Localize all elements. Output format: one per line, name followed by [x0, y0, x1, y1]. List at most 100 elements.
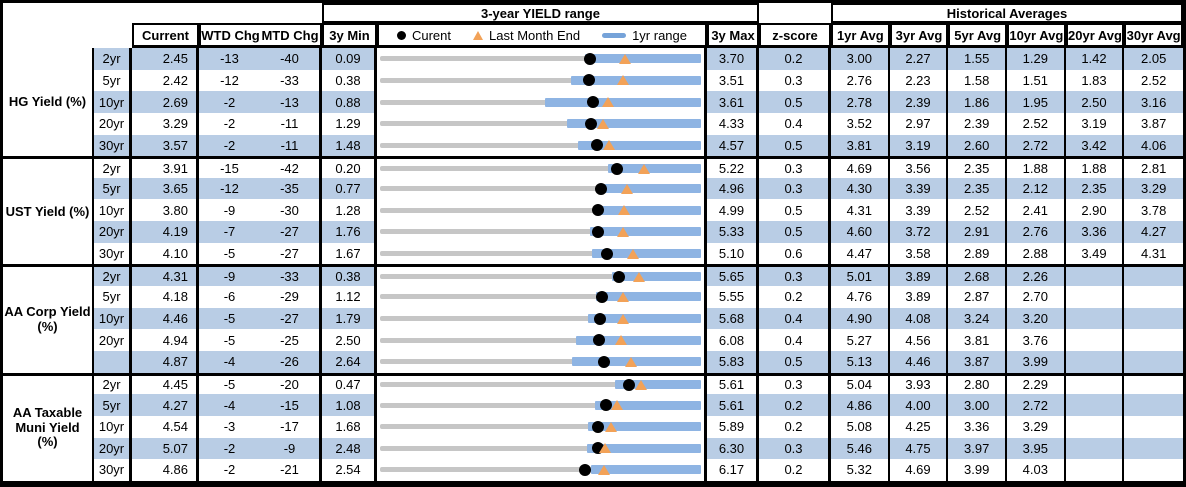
avg-value-10yr-avg: 3.99 — [1007, 350, 1066, 373]
avg-value-3yr-avg: 3.72 — [889, 221, 949, 243]
avg-value-10yr-avg: 1.29 — [1007, 48, 1066, 70]
avg-value-10yr-avg: 3.95 — [1007, 437, 1066, 460]
1yr-range-bar — [591, 465, 701, 475]
3y-max-value: 5.22 — [707, 156, 759, 178]
mtd-chg-value: -33 — [260, 69, 322, 92]
avg-value-10yr-avg: 2.70 — [1007, 286, 1066, 308]
legend-1yr-range-dash-icon — [602, 32, 627, 38]
1yr-range-bar — [597, 184, 701, 194]
col-header-3y-max: 3y Max — [707, 23, 759, 48]
avg-value-3yr-avg: 4.08 — [889, 307, 949, 330]
avg-value-3yr-avg: 3.56 — [889, 156, 949, 178]
last-month-end-triangle-icon — [635, 379, 648, 390]
3y-max-value: 6.17 — [707, 459, 759, 481]
avg-value-30yr-avg: 4.31 — [1141, 246, 1167, 262]
z-score-value: 0.5 — [759, 91, 831, 113]
group-label-line: (%) — [37, 319, 58, 334]
avg-value-3yr-avg: 3.89 — [889, 264, 949, 287]
range-chart-cell — [377, 177, 707, 200]
3y-range-track — [380, 142, 701, 148]
wtd-chg-value: -5 — [199, 307, 260, 330]
current-dot-icon — [592, 334, 605, 347]
3y-min-value: 0.47 — [322, 372, 377, 395]
wtd-chg-value: -2 — [223, 462, 236, 478]
tenor-label: 2yr — [94, 264, 132, 287]
avg-value-10yr-avg: 4.03 — [1007, 459, 1066, 481]
3y-range-track — [380, 77, 701, 83]
tenor-label: 2yr — [94, 372, 132, 395]
avg-value-1yr-avg: 5.08 — [831, 415, 890, 438]
3y-max-value: 5.83 — [707, 350, 759, 373]
wtd-chg-value: -2 — [223, 116, 236, 132]
z-score-value: 0.3 — [759, 372, 831, 395]
range-chart-cell — [377, 459, 707, 481]
tenor-label: 30yr — [94, 459, 132, 481]
range-plot — [380, 459, 701, 481]
chart-legend-items: Curent Last Month End 1yr range — [379, 28, 705, 43]
3y-range-track — [380, 445, 701, 451]
z-score-value: 0.2 — [759, 394, 831, 416]
avg-value-30yr-avg: 3.87 — [1141, 116, 1167, 132]
zscore-header-gap — [759, 3, 831, 23]
range-plot — [380, 376, 701, 395]
wtd-chg-value: -4 — [199, 350, 260, 373]
3y-range-track — [380, 56, 701, 62]
current-dot-icon — [594, 182, 607, 195]
z-score-value: 0.3 — [759, 437, 831, 460]
avg-value-10yr-avg: 2.29 — [1007, 372, 1066, 395]
current-dot-icon — [586, 96, 599, 109]
avg-value-20yr-avg: 3.36 — [1065, 221, 1125, 243]
current-dot-icon — [601, 247, 614, 260]
tenor-label: 5yr — [94, 177, 132, 200]
current-value: 4.19 — [132, 221, 199, 243]
z-score-value: 0.5 — [759, 350, 831, 373]
tenor-label: 5yr — [94, 286, 132, 308]
range-plot — [380, 159, 701, 178]
current-value: 2.45 — [132, 48, 199, 70]
avg-value-1yr-avg: 4.47 — [831, 242, 890, 265]
3y-min-value: 1.12 — [322, 286, 377, 308]
current-dot-icon — [591, 139, 604, 152]
avg-value-20yr-avg — [1065, 307, 1125, 330]
avg-value-5yr-avg: 3.36 — [948, 415, 1007, 438]
3y-range-track — [380, 207, 701, 213]
wtd-chg-value: -5 — [223, 332, 236, 348]
mtd-chg-value: -15 — [260, 394, 322, 416]
avg-value-10yr-avg: 3.29 — [1007, 415, 1066, 438]
col-header-30yr-avg: 30yr Avg — [1124, 23, 1183, 48]
last-month-end-triangle-icon — [624, 356, 637, 367]
avg-value-10yr-avg: 2.41 — [1007, 199, 1066, 222]
current-dot-icon — [595, 290, 608, 303]
mtd-chg-value: -40 — [260, 48, 322, 70]
3y-range-track — [380, 251, 701, 257]
3y-min-value: 2.54 — [322, 459, 377, 481]
mtd-chg-value: -11 — [260, 134, 322, 157]
tenor-label: 20yr — [94, 437, 132, 460]
current-dot-icon — [592, 420, 605, 433]
last-month-end-triangle-icon — [638, 163, 651, 174]
group-label: AA Corp Yield (%) — [3, 264, 94, 373]
range-chart-cell — [377, 134, 707, 157]
avg-value-5yr-avg: 1.58 — [948, 69, 1007, 92]
z-score-value: 0.3 — [759, 264, 831, 287]
current-dot-icon — [583, 52, 596, 65]
mtd-chg-value: -11 — [260, 112, 322, 135]
current-dot-icon — [585, 117, 598, 130]
col-header-3y-min: 3y Min — [322, 23, 377, 48]
3y-max-value: 6.30 — [707, 437, 759, 460]
3y-range-track — [380, 99, 701, 105]
group-label-line: UST Yield (%) — [5, 203, 90, 219]
3y-max-value: 5.55 — [707, 286, 759, 308]
range-plot — [380, 135, 701, 157]
col-header-mtd-chg: MTD Chg — [260, 23, 322, 48]
current-value: 4.54 — [132, 415, 199, 438]
last-month-end-triangle-icon — [617, 75, 630, 86]
range-plot — [380, 329, 701, 351]
legend-label: Last Month End — [489, 27, 581, 43]
wtd-chg-value: -2 — [199, 134, 260, 157]
last-month-end-triangle-icon — [599, 443, 612, 454]
last-month-end-triangle-icon — [616, 291, 629, 302]
avg-value-30yr-avg: 2.05 — [1124, 48, 1183, 70]
3y-min-value: 0.77 — [322, 177, 377, 200]
avg-value-30yr-avg — [1124, 329, 1183, 351]
